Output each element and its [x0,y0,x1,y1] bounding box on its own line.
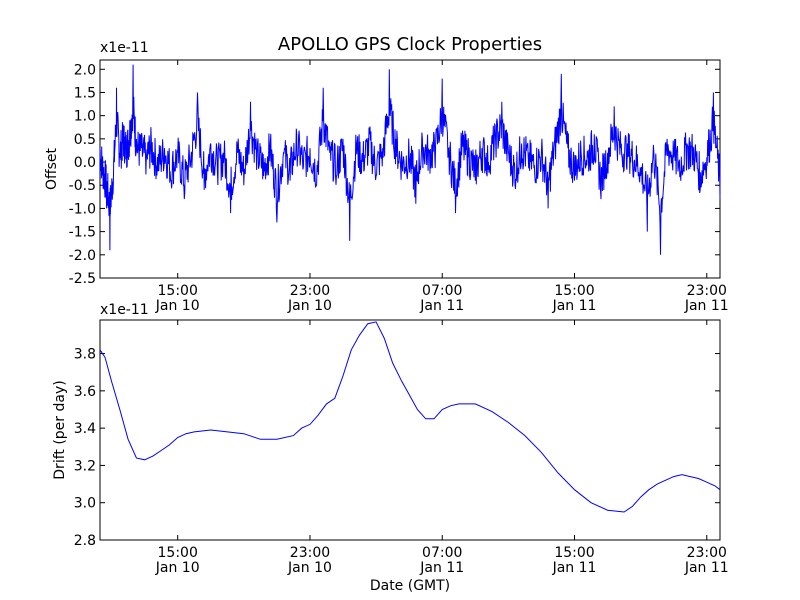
drift-x-tick-date: Jan 11 [684,560,729,576]
offset-x-tick-time: 23:00 [290,283,330,299]
drift-x-tick-date: Jan 10 [155,560,200,576]
offset-x-tick-date: Jan 10 [155,298,200,314]
drift-plot: x1e-11 Drift (per day) Date (GMT) 2.8 3.0… [52,302,729,594]
drift-x-tick-time: 15:00 [554,545,594,561]
drift-plot-frame [99,319,721,541]
drift-y-tick-label: 3.8 [74,347,96,363]
offset-y-tick-label: 1.0 [74,109,96,125]
drift-x-tick-time: 23:00 [687,545,727,561]
offset-y-tick-label: 0.5 [74,132,96,148]
offset-x-tick-time: 23:00 [687,283,727,299]
offset-x-tick-time: 15:00 [554,283,594,299]
offset-multiplier: x1e-11 [100,40,149,56]
drift-y-tick-label: 3.6 [74,384,96,400]
drift-x-tick-time: 07:00 [422,545,462,561]
drift-y-tick-label: 2.8 [74,533,96,549]
offset-series-line [99,64,721,255]
offset-y-tick-label: 2.0 [74,62,96,78]
offset-y-tick-label: -2.0 [69,248,96,264]
drift-x-tick-time: 23:00 [290,545,330,561]
drift-y-axis-label: Drift (per day) [52,380,68,479]
offset-x-tick-date: Jan 10 [287,298,332,314]
offset-y-tick-label: 1.5 [74,85,96,101]
offset-plot: x1e-11 Offset -2.5 -2.0 -1.5 -1.0 -0.5 0.0 0.5… [44,40,729,314]
offset-y-tick-label: -2.5 [69,271,96,287]
drift-x-tick-time: 15:00 [158,545,198,561]
drift-series-line [99,321,721,513]
offset-x-tick-time: 07:00 [422,283,462,299]
drift-y-tick-label: 3.4 [74,421,96,437]
offset-y-tick-label: -0.5 [69,178,96,194]
offset-x-tick-date: Jan 11 [684,298,729,314]
offset-x-tick-time: 15:00 [158,283,198,299]
offset-y-tick-label: 0.0 [74,155,96,171]
drift-x-tick-date: Jan 11 [419,560,464,576]
drift-multiplier: x1e-11 [100,302,149,318]
offset-y-axis-label: Offset [44,147,60,190]
offset-y-tick-label: -1.0 [69,201,96,217]
offset-x-tick-date: Jan 11 [552,298,597,314]
drift-y-tick-label: 3.2 [74,458,96,474]
drift-y-tick-label: 3.0 [74,496,96,512]
drift-x-axis-label: Date (GMT) [370,578,450,594]
offset-y-tick-label: -1.5 [69,225,96,241]
offset-x-tick-date: Jan 11 [419,298,464,314]
drift-x-tick-date: Jan 10 [287,560,332,576]
drift-x-tick-date: Jan 11 [552,560,597,576]
chart-title: APOLLO GPS Clock Properties [278,34,542,55]
